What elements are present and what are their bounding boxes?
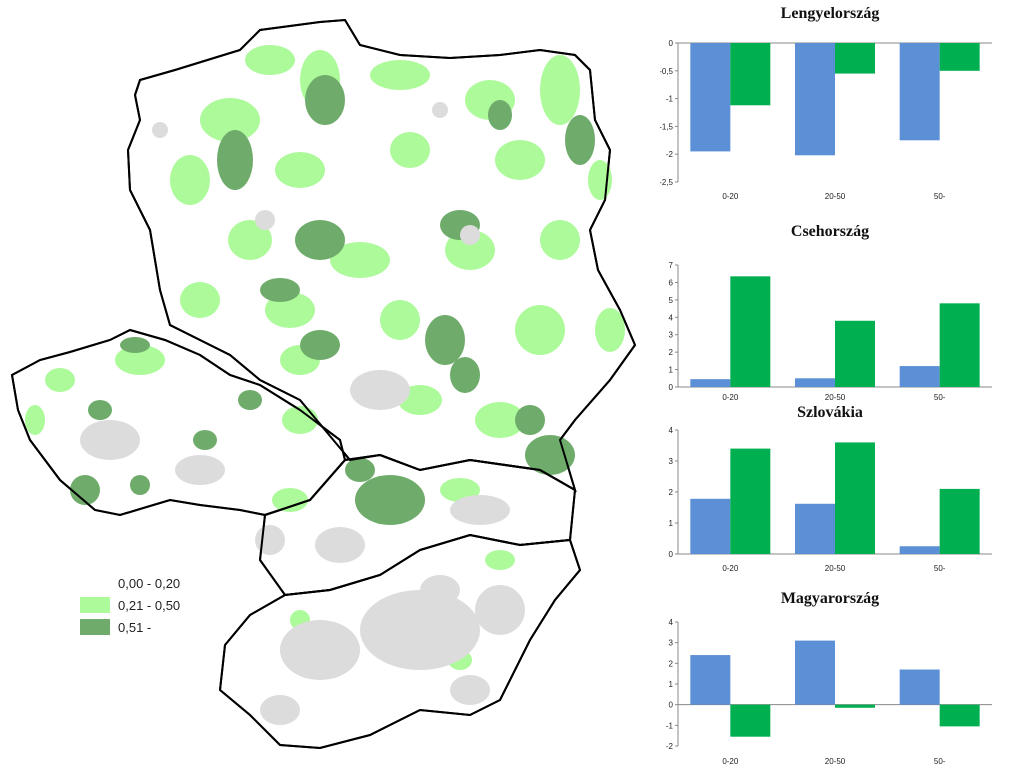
bar [939, 704, 980, 727]
y-tick-label: 0 [669, 39, 674, 48]
y-tick-label: 3 [669, 457, 674, 466]
chart-poland: Lengyelország 0 -0,5 -1 -1,5 -2 -2,5 0-20 20-50… [660, 5, 1000, 205]
y-tick-label: 1 [669, 366, 674, 375]
chart-hungary: Magyarország 4 3 2 1 0 -1 -2 0-20 20-50 50- [660, 590, 1000, 775]
bar [795, 43, 835, 156]
y-tick-label: -2,5 [660, 178, 674, 187]
legend-swatch-mid [80, 597, 110, 613]
x-tick-label: 50- [934, 393, 946, 402]
bar [899, 669, 940, 705]
map-legend: 0,00 - 0,20 0,21 - 0,50 0,51 - [80, 572, 240, 638]
legend-swatch-low [80, 575, 110, 591]
chart-title-hungary: Magyarország [780, 590, 880, 607]
gray-regions [80, 102, 525, 725]
bar [835, 43, 875, 74]
bar [730, 704, 771, 737]
bar [939, 488, 980, 554]
x-tick-label: 0-20 [722, 564, 739, 573]
y-tick-label: 7 [669, 261, 674, 270]
dark-green-regions [70, 75, 595, 525]
y-tick-label: -2 [666, 150, 674, 159]
bar [795, 378, 835, 387]
y-tick-label: 6 [669, 278, 674, 287]
country-borders [10, 18, 637, 750]
bar [690, 379, 731, 387]
bar [690, 498, 731, 554]
bar [730, 276, 771, 387]
x-tick-label: 0-20 [722, 393, 739, 402]
bar [690, 43, 731, 152]
y-tick-label: 4 [669, 618, 674, 627]
x-tick-label: 50- [934, 757, 946, 766]
chart-svg-slovakia: 4 3 2 1 0 0-20 20-50 50- [669, 426, 992, 573]
y-tick-label: 0 [669, 383, 674, 392]
bar [899, 43, 940, 141]
legend-label-mid: 0,21 - 0,50 [118, 597, 181, 613]
y-tick-label: 0 [669, 701, 674, 710]
y-tick-label: 0 [669, 550, 674, 559]
y-tick-label: 5 [669, 296, 674, 305]
map-svg [10, 18, 637, 750]
bar [795, 640, 835, 705]
y-tick-label: 2 [669, 659, 674, 668]
y-tick-label: 3 [669, 639, 674, 648]
y-tick-label: 2 [669, 348, 674, 357]
bar [730, 43, 771, 106]
x-tick-label: 20-50 [825, 393, 846, 402]
y-tick-label: -0,5 [660, 67, 674, 76]
bar [835, 320, 875, 387]
legend-row-mid: 0,21 - 0,50 [80, 594, 240, 616]
chart-svg-poland: 0 -0,5 -1 -1,5 -2 -2,5 0-20 20-50 50- [660, 39, 992, 201]
chart-title-czech: Csehország [790, 223, 870, 240]
x-tick-label: 50- [934, 564, 946, 573]
chart-czech: Csehország 7 6 5 4 3 2 1 0 0-20 20-50 50- [660, 223, 1000, 402]
chart-title-poland: Lengyelország [780, 5, 880, 22]
y-tick-label: 3 [669, 331, 674, 340]
legend-label-low: 0,00 - 0,20 [118, 575, 181, 591]
y-tick-label: -2 [666, 742, 674, 751]
y-tick-label: 1 [669, 519, 674, 528]
y-tick-label: -1 [666, 95, 674, 104]
y-tick-label: 4 [669, 426, 674, 435]
bar [939, 43, 980, 71]
x-tick-label: 20-50 [825, 564, 846, 573]
x-tick-label: 20-50 [825, 757, 846, 766]
y-tick-label: 1 [669, 680, 674, 689]
bar [939, 303, 980, 387]
legend-label-high: 0,51 - [118, 619, 152, 635]
bar [835, 704, 875, 708]
bar [690, 655, 731, 705]
bar [899, 366, 940, 387]
bar [795, 503, 835, 554]
choropleth-map: 0,00 - 0,20 0,21 - 0,50 0,51 - [10, 18, 637, 750]
chart-svg-hungary: 4 3 2 1 0 -1 -2 0-20 20-50 50- [666, 618, 992, 766]
x-tick-label: 0-20 [722, 192, 739, 201]
legend-row-high: 0,51 - [80, 616, 240, 638]
x-tick-label: 50- [934, 192, 946, 201]
bar [835, 442, 875, 554]
legend-row-low: 0,00 - 0,20 [80, 572, 240, 594]
x-tick-label: 0-20 [722, 757, 739, 766]
y-tick-label: -1,5 [660, 122, 674, 131]
y-tick-label: 4 [669, 313, 674, 322]
bar [899, 546, 940, 554]
y-tick-label: -1 [666, 721, 674, 730]
legend-swatch-high [80, 619, 110, 635]
x-tick-label: 20-50 [825, 192, 846, 201]
chart-title-slovakia: Szlovákia [797, 404, 863, 421]
bar [730, 448, 771, 554]
chart-slovakia: Szlovákia 4 3 2 1 0 0-20 20-50 50- [660, 404, 1000, 579]
y-tick-label: 2 [669, 488, 674, 497]
chart-svg-czech: 7 6 5 4 3 2 1 0 0-20 20-50 50- [669, 261, 992, 402]
